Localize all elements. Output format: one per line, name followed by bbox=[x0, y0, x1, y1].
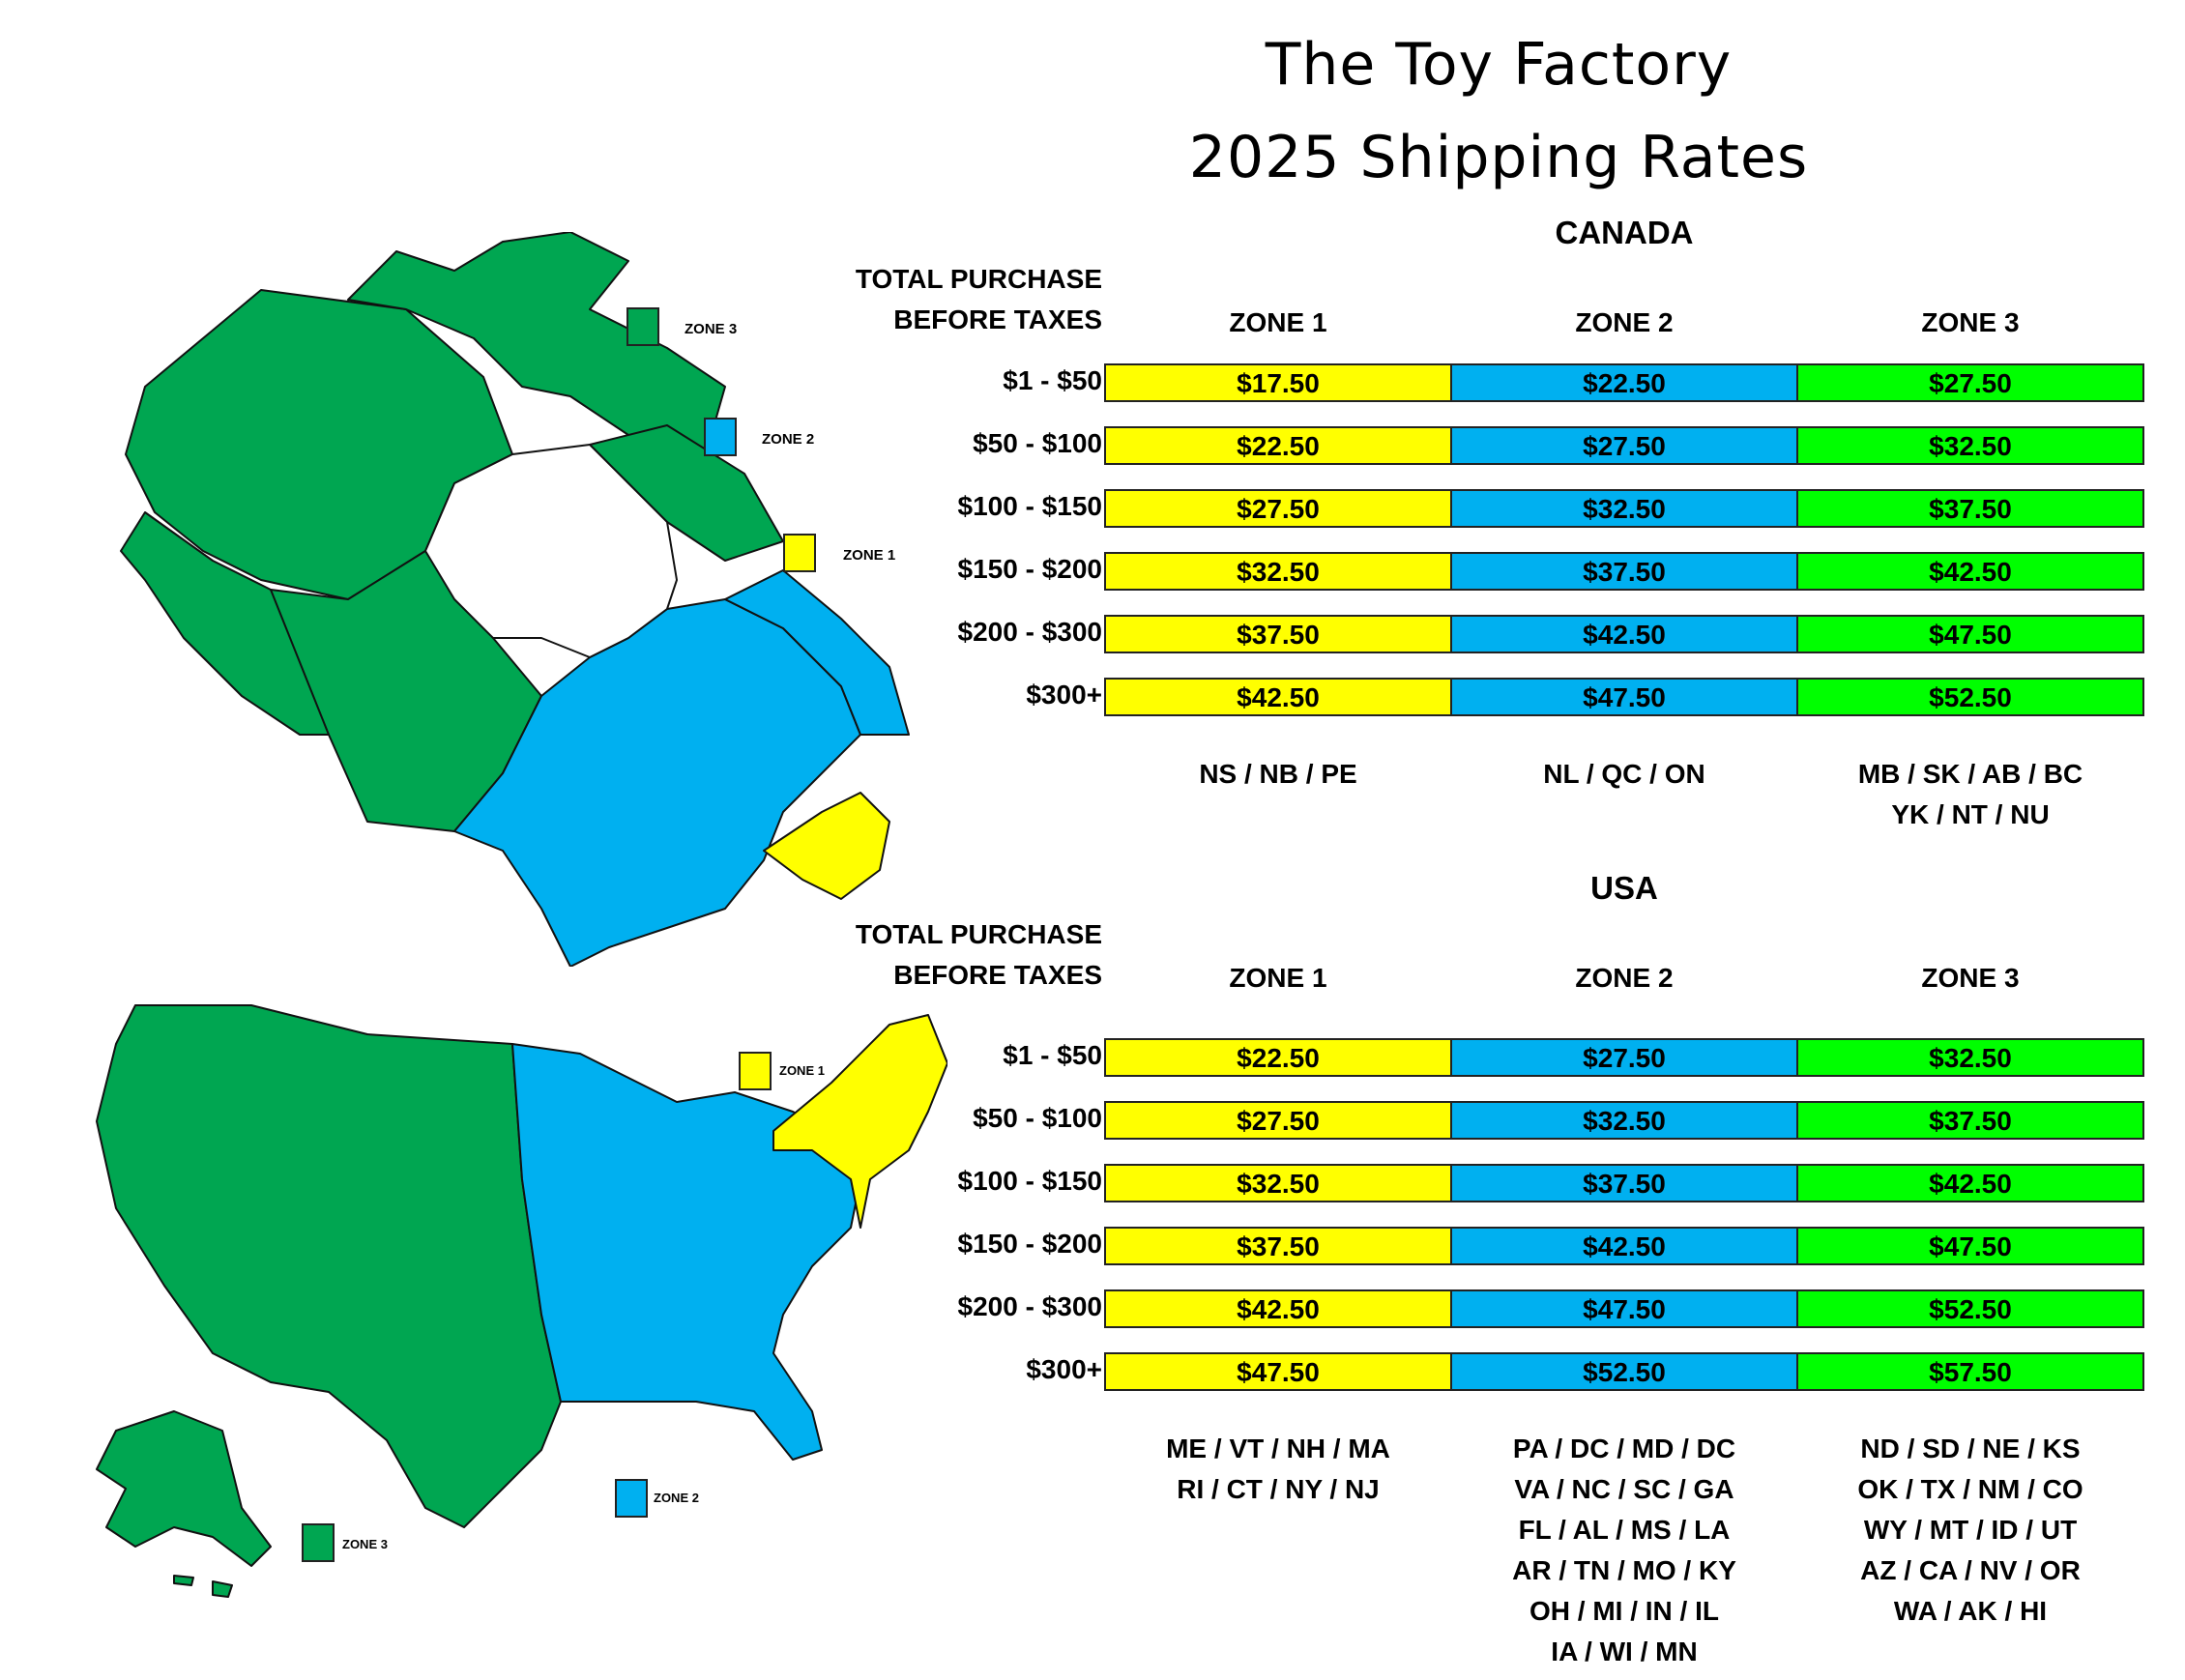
usa-row-range: $1 - $50 bbox=[1003, 1040, 1102, 1070]
usa-row-range: $200 - $300 bbox=[957, 1291, 1102, 1321]
usa-zone1-header: ZONE 1 bbox=[1229, 963, 1327, 993]
usa-legend-zone3-label: ZONE 3 bbox=[342, 1537, 388, 1551]
canada-rate-zone2: $47.50 bbox=[1450, 678, 1798, 716]
canada-bc bbox=[120, 511, 330, 736]
canada-rate-zone2: $27.50 bbox=[1450, 426, 1798, 465]
usa-rate-zone2: $32.50 bbox=[1450, 1101, 1798, 1140]
canada-rate-zone1: $32.50 bbox=[1104, 552, 1452, 591]
canada-maritimes bbox=[763, 792, 890, 900]
usa-rate-zone1: $22.50 bbox=[1104, 1038, 1452, 1077]
canada-row-range: $50 - $100 bbox=[973, 428, 1102, 458]
usa-rate-zone1: $42.50 bbox=[1104, 1289, 1452, 1328]
canada-heading: CANADA bbox=[1555, 215, 1694, 250]
canada-rate-zone2: $22.50 bbox=[1450, 363, 1798, 402]
usa-legend-zone2-label: ZONE 2 bbox=[654, 1491, 699, 1505]
usa-northeast-states bbox=[772, 1014, 947, 1229]
usa-row-range: $50 - $100 bbox=[973, 1103, 1102, 1133]
usa-zone3-regions: ND / SD / NE / KS OK / TX / NM / CO WY /… bbox=[1857, 1434, 2083, 1626]
canada-zone2-header: ZONE 2 bbox=[1575, 307, 1674, 337]
usa-rate-zone3: $32.50 bbox=[1796, 1038, 2144, 1077]
canada-rate-zone1: $22.50 bbox=[1104, 426, 1452, 465]
canada-map bbox=[120, 232, 910, 967]
canada-legend-zone2-swatch bbox=[704, 418, 737, 456]
usa-rate-zone1: $27.50 bbox=[1104, 1101, 1452, 1140]
canada-zone1-regions: NS / NB / PE bbox=[1199, 759, 1357, 789]
usa-rate-zone3: $37.50 bbox=[1796, 1101, 2144, 1140]
canada-arctic-islands bbox=[347, 232, 726, 484]
usa-row-range: $150 - $200 bbox=[957, 1229, 1102, 1259]
usa-rate-zone2: $52.50 bbox=[1450, 1352, 1798, 1391]
usa-rate-zone2: $47.50 bbox=[1450, 1289, 1798, 1328]
usa-rate-zone2: $42.50 bbox=[1450, 1227, 1798, 1265]
page-title: The Toy Factory bbox=[1265, 31, 1733, 99]
usa-purchase-label: TOTAL PURCHASE BEFORE TAXES bbox=[855, 919, 1102, 990]
usa-legend-zone1-swatch bbox=[739, 1052, 772, 1090]
usa-rate-zone1: $47.50 bbox=[1104, 1352, 1452, 1391]
canada-rate-zone3: $27.50 bbox=[1796, 363, 2144, 402]
canada-row-range: $300+ bbox=[1026, 680, 1102, 710]
canada-rate-zone2: $42.50 bbox=[1450, 615, 1798, 653]
canada-rate-zone2: $32.50 bbox=[1450, 489, 1798, 528]
canada-row-range: $1 - $50 bbox=[1003, 365, 1102, 395]
canada-zone2-regions: NL / QC / ON bbox=[1543, 759, 1705, 789]
usa-rate-zone1: $32.50 bbox=[1104, 1164, 1452, 1202]
canada-rate-zone1: $37.50 bbox=[1104, 615, 1452, 653]
canada-labrador bbox=[724, 569, 910, 736]
usa-heading: USA bbox=[1590, 870, 1658, 906]
canada-rate-zone1: $27.50 bbox=[1104, 489, 1452, 528]
usa-zone2-regions: PA / DC / MD / DC VA / NC / SC / GA FL /… bbox=[1512, 1434, 1736, 1666]
usa-rate-zone2: $27.50 bbox=[1450, 1038, 1798, 1077]
usa-zone2-header: ZONE 2 bbox=[1575, 963, 1674, 993]
canada-legend-zone1-label: ZONE 1 bbox=[843, 547, 896, 564]
canada-ontario-quebec bbox=[453, 598, 861, 967]
canada-zone3-regions: MB / SK / AB / BC YK / NT / NU bbox=[1857, 759, 2083, 829]
canada-legend-zone2-label: ZONE 2 bbox=[762, 431, 815, 448]
usa-row-range: $100 - $150 bbox=[957, 1166, 1102, 1196]
usa-row-range: $300+ bbox=[1026, 1354, 1102, 1384]
canada-legend-zone3-label: ZONE 3 bbox=[685, 321, 738, 337]
canada-rate-zone3: $42.50 bbox=[1796, 552, 2144, 591]
canada-purchase-label: TOTAL PURCHASE BEFORE TAXES bbox=[855, 264, 1102, 334]
canada-legend-zone3-swatch bbox=[626, 307, 659, 346]
usa-alaska bbox=[96, 1410, 272, 1567]
usa-rate-zone2: $37.50 bbox=[1450, 1164, 1798, 1202]
usa-legend-zone2-swatch bbox=[615, 1479, 648, 1518]
hudson-bay bbox=[424, 444, 678, 658]
usa-map bbox=[96, 1004, 947, 1598]
canada-rate-zone3: $52.50 bbox=[1796, 678, 2144, 716]
page-subtitle: 2025 Shipping Rates bbox=[1188, 124, 1809, 191]
canada-rate-zone3: $37.50 bbox=[1796, 489, 2144, 528]
canada-zone3-header: ZONE 3 bbox=[1921, 307, 2020, 337]
usa-zone1-regions: ME / VT / NH / MA RI / CT / NY / NJ bbox=[1166, 1434, 1390, 1504]
canada-rate-zone2: $37.50 bbox=[1450, 552, 1798, 591]
usa-legend-zone1-label: ZONE 1 bbox=[779, 1063, 825, 1078]
canada-row-range: $150 - $200 bbox=[957, 554, 1102, 584]
usa-zone3-header: ZONE 3 bbox=[1921, 963, 2020, 993]
usa-hawaii bbox=[173, 1575, 233, 1598]
usa-rate-zone1: $37.50 bbox=[1104, 1227, 1452, 1265]
canada-rate-zone1: $17.50 bbox=[1104, 363, 1452, 402]
usa-rate-zone3: $52.50 bbox=[1796, 1289, 2144, 1328]
usa-legend-zone3-swatch bbox=[302, 1523, 335, 1562]
canada-zone1-header: ZONE 1 bbox=[1229, 307, 1327, 337]
usa-rate-zone3: $47.50 bbox=[1796, 1227, 2144, 1265]
canada-rate-zone3: $47.50 bbox=[1796, 615, 2144, 653]
canada-row-range: $100 - $150 bbox=[957, 491, 1102, 521]
canada-legend-zone1-swatch bbox=[783, 534, 816, 572]
usa-rate-zone3: $57.50 bbox=[1796, 1352, 2144, 1391]
usa-rate-zone3: $42.50 bbox=[1796, 1164, 2144, 1202]
canada-rate-zone1: $42.50 bbox=[1104, 678, 1452, 716]
canada-row-range: $200 - $300 bbox=[957, 617, 1102, 647]
canada-rate-zone3: $32.50 bbox=[1796, 426, 2144, 465]
